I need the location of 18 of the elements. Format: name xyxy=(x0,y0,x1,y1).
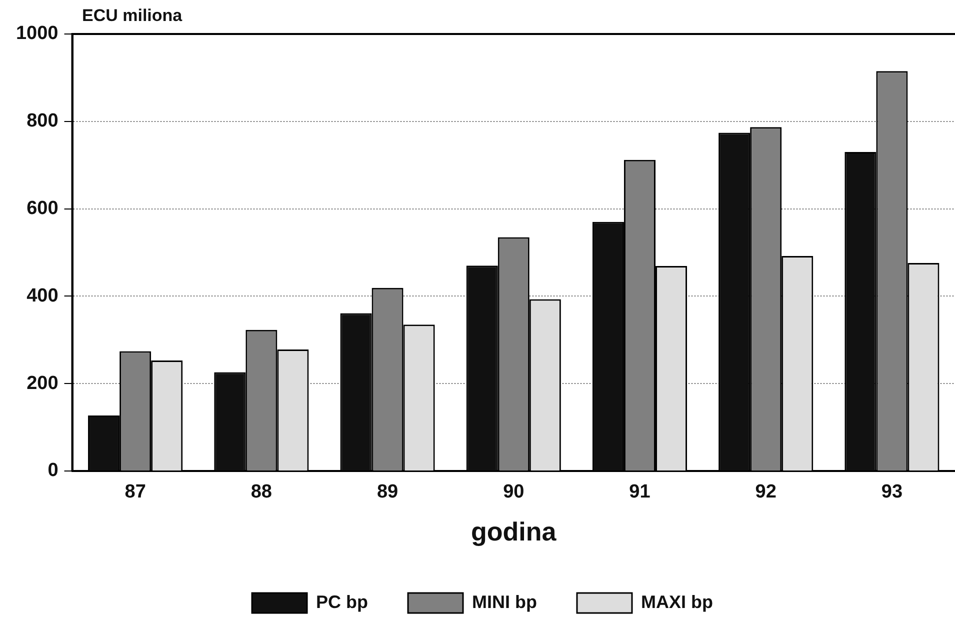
y-tick-label: 0 xyxy=(48,460,58,482)
x-axis-title: godina xyxy=(471,516,557,547)
x-tick-label: 89 xyxy=(376,482,398,503)
legend-label: MINI bp xyxy=(472,592,538,612)
x-tick-label: 92 xyxy=(755,482,776,503)
y-tick-label: 400 xyxy=(26,285,58,306)
y-tick-label: 600 xyxy=(26,198,58,220)
y-tick-label: 800 xyxy=(26,110,58,132)
x-tick-label: 93 xyxy=(881,482,903,503)
y-tick-label: 1000 xyxy=(16,23,58,44)
y-tick-label: 200 xyxy=(26,372,58,394)
legend-label: PC bp xyxy=(316,592,368,612)
x-tick-label: 87 xyxy=(124,482,146,503)
y-axis-title: ECU miliona xyxy=(82,6,182,26)
legend-label: MAXI bp xyxy=(640,592,713,612)
x-tick-label: 90 xyxy=(503,482,524,503)
x-tick-label: 91 xyxy=(629,482,651,503)
x-tick-label: 88 xyxy=(250,482,272,503)
